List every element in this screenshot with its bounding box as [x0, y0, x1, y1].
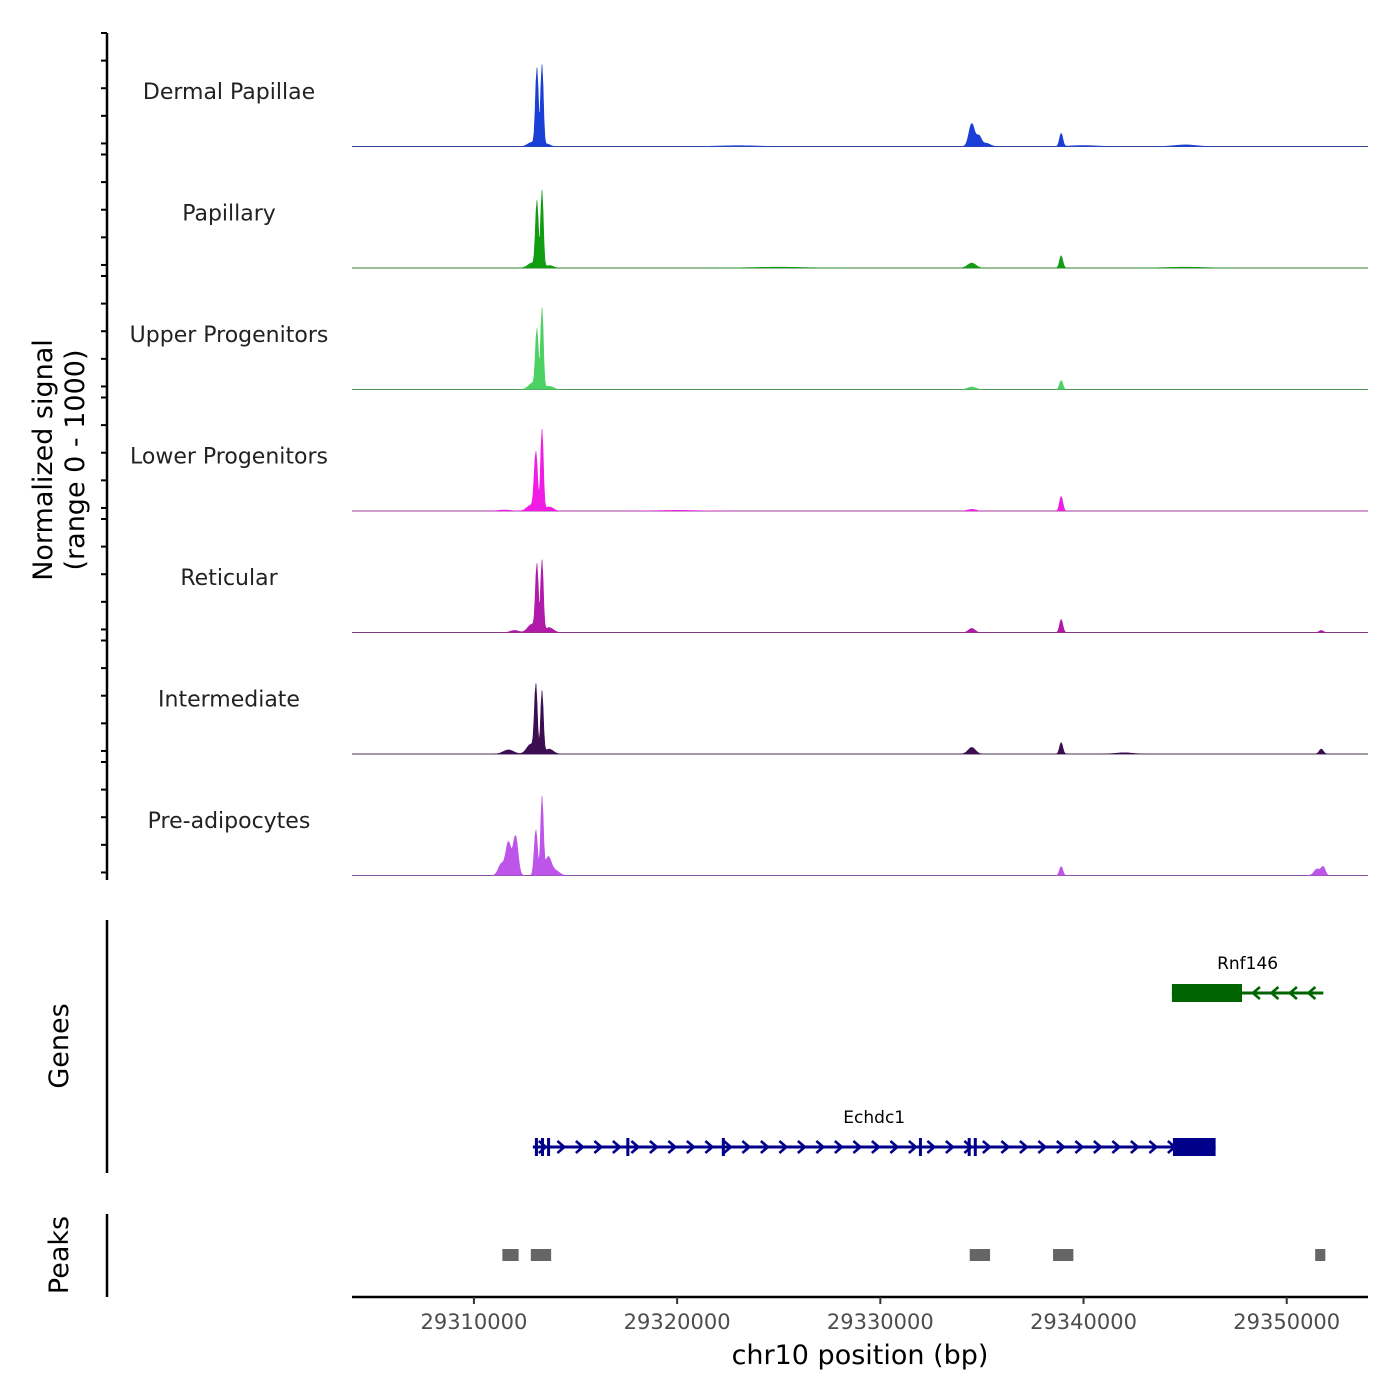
gene-rnf146: Rnf146: [1171, 954, 1324, 1002]
gene-echdc1: Echdc1: [532, 1108, 1216, 1156]
track-label: Papillary: [182, 202, 276, 227]
track-reticular: Reticular: [180, 559, 1368, 633]
gene-exon: [918, 1138, 922, 1156]
gene-label: Rnf146: [1217, 954, 1278, 974]
strand-arrow: [834, 1140, 844, 1154]
track-lower-progenitors: Lower Progenitors: [130, 428, 1368, 512]
y-axis-title-line1: Normalized signal: [28, 339, 59, 581]
x-tick-label: 29310000: [420, 1310, 527, 1334]
strand-arrow: [612, 1140, 622, 1154]
genes-panel: Rnf146 Echdc1: [105, 920, 1324, 1173]
coverage-area: [352, 428, 1368, 512]
coverage-area: [352, 190, 1368, 269]
strand-arrow: [797, 1140, 807, 1154]
strand-arrow: [649, 1140, 659, 1154]
strand-arrow: [704, 1140, 715, 1154]
strand-arrow: [1074, 1140, 1085, 1154]
coverage-area: [352, 307, 1368, 390]
x-tick-label: 29350000: [1233, 1310, 1340, 1334]
genes-axis-title: Genes: [44, 1003, 75, 1088]
strand-arrow: [1093, 1140, 1103, 1154]
strand-arrow: [1269, 986, 1280, 1000]
peak-region: [530, 1249, 552, 1261]
gene-exon: [547, 1138, 551, 1156]
strand-arrow: [593, 1140, 604, 1154]
strand-arrow: [852, 1140, 863, 1154]
strand-arrow: [1287, 986, 1298, 1000]
peak-region: [969, 1249, 991, 1261]
strand-arrow: [556, 1140, 567, 1154]
strand-arrow: [1250, 986, 1261, 1000]
track-papillary: Papillary: [182, 190, 1368, 269]
strand-arrow: [1130, 1140, 1140, 1154]
strand-arrow: [926, 1140, 937, 1154]
gene-exon: [626, 1138, 630, 1156]
track-label: Lower Progenitors: [130, 445, 328, 470]
strand-arrow: [1056, 1140, 1066, 1154]
coverage-area: [352, 795, 1368, 876]
track-label: Dermal Papillae: [143, 80, 315, 105]
coverage-y-axis: [101, 32, 109, 880]
track-label: Pre-adipocytes: [148, 809, 311, 834]
strand-arrow: [686, 1140, 696, 1154]
strand-arrow: [889, 1140, 900, 1154]
coverage-area: [352, 64, 1368, 147]
peak-region: [1315, 1249, 1326, 1261]
strand-arrow: [1019, 1140, 1029, 1154]
strand-arrow: [575, 1140, 585, 1154]
track-label: Reticular: [180, 566, 278, 591]
x-axis-title: chr10 position (bp): [732, 1340, 989, 1371]
x-tick-label: 29340000: [1030, 1310, 1137, 1334]
y-axis-title-line2: (range 0 - 1000): [60, 350, 91, 571]
strand-arrow: [778, 1140, 789, 1154]
strand-arrow: [1000, 1140, 1011, 1154]
strand-arrow: [945, 1140, 955, 1154]
strand-arrow: [1037, 1140, 1048, 1154]
peaks-axis-title: Peaks: [44, 1216, 75, 1294]
strand-arrow: [982, 1140, 992, 1154]
strand-arrow: [1148, 1140, 1159, 1154]
coverage-area: [352, 559, 1368, 633]
x-tick-label: 29330000: [827, 1310, 934, 1334]
x-tick-label: 29320000: [624, 1310, 731, 1334]
strand-arrow: [630, 1140, 641, 1154]
gene-label: Echdc1: [843, 1108, 905, 1128]
track-dermal-papillae: Dermal Papillae: [143, 64, 1368, 147]
peaks-panel: [105, 1214, 1326, 1297]
gene-exon: [540, 1138, 545, 1156]
gene-exon: [534, 1138, 538, 1156]
peak-region: [1053, 1249, 1074, 1261]
gene-exon: [967, 1138, 971, 1156]
gene-coding-block: [1171, 984, 1243, 1002]
track-upper-progenitors: Upper Progenitors: [130, 307, 1368, 390]
strand-arrow: [871, 1140, 881, 1154]
track-intermediate: Intermediate: [158, 683, 1368, 755]
peak-region: [502, 1249, 519, 1261]
strand-arrow: [741, 1140, 752, 1154]
gene-exon: [721, 1138, 725, 1156]
track-label: Upper Progenitors: [130, 323, 329, 348]
gene-coding-block: [1172, 1138, 1216, 1156]
strand-arrow: [908, 1140, 918, 1154]
strand-arrow: [760, 1140, 770, 1154]
strand-arrow: [667, 1140, 678, 1154]
strand-arrow: [815, 1140, 826, 1154]
gene-exon: [973, 1138, 977, 1156]
coverage-area: [352, 683, 1368, 755]
strand-arrow: [963, 1140, 974, 1154]
strand-arrow: [723, 1140, 733, 1154]
track-pre-adipocytes: Pre-adipocytes: [148, 795, 1368, 876]
x-axis: 29310000 29320000 29330000 29340000 29350000: [352, 1295, 1368, 1334]
coverage-tracks: Dermal Papillae Papillary Upper Progenitor…: [130, 64, 1368, 876]
strand-arrow: [1306, 986, 1317, 1000]
track-label: Intermediate: [158, 688, 300, 713]
strand-arrow: [1111, 1140, 1122, 1154]
